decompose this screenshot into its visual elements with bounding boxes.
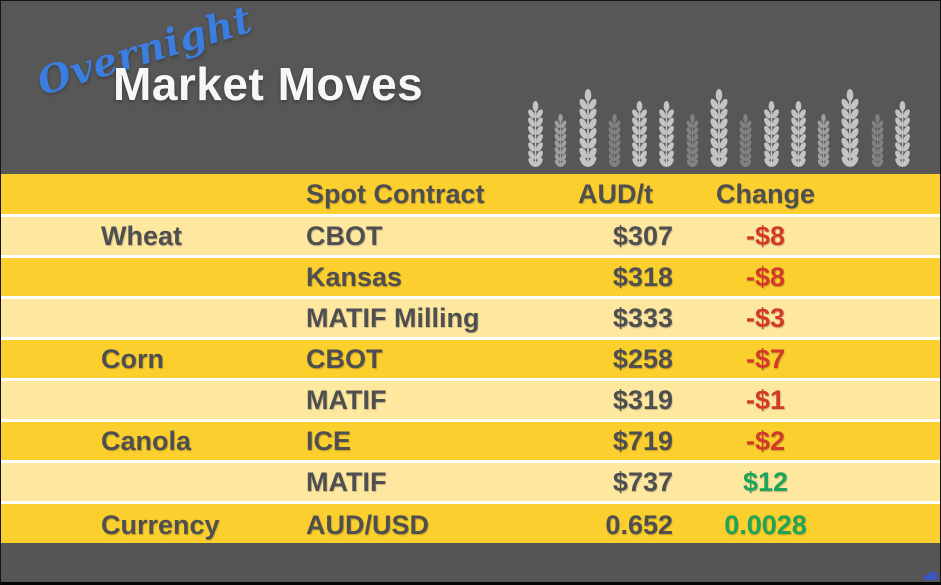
change-cell: -$8 xyxy=(745,261,786,292)
price-cell: $318 xyxy=(612,261,673,292)
table-row: Canola ICE $719 -$2 xyxy=(1,422,940,460)
wheat-icon xyxy=(553,114,568,167)
price-cell: $258 xyxy=(612,343,673,374)
table-row: Corn CBOT $258 -$7 xyxy=(1,340,940,378)
wheat-icon xyxy=(893,101,912,167)
commodity-cell: Canola xyxy=(101,425,192,456)
price-cell: $719 xyxy=(612,425,673,456)
column-header-audt: AUD/t xyxy=(578,178,653,209)
wheat-icon xyxy=(870,114,885,167)
wheat-icon xyxy=(607,114,622,167)
contract-cell: MATIF Milling xyxy=(306,302,480,333)
contract-cell: MATIF xyxy=(306,466,387,497)
commodity-cell: Wheat xyxy=(101,220,182,251)
table-row: Wheat CBOT $307 -$8 xyxy=(1,217,940,255)
price-cell: $307 xyxy=(612,220,673,251)
price-cell: $319 xyxy=(612,384,673,415)
header-band: Overnight Market Moves xyxy=(1,1,940,174)
contract-cell: AUD/USD xyxy=(306,510,430,540)
table-row: Currency AUD/USD 0.652 0.0028 xyxy=(1,504,940,547)
commodity-cell: Currency xyxy=(101,510,220,540)
wheat-icon xyxy=(630,101,649,167)
price-cell: $737 xyxy=(612,466,673,497)
price-cell: $333 xyxy=(612,302,673,333)
wheat-icon xyxy=(577,89,599,167)
wheat-icon xyxy=(789,101,808,167)
contract-cell: CBOT xyxy=(306,220,383,251)
market-table: Spot Contract AUD/t Change Wheat CBOT $307… xyxy=(1,174,940,547)
wheat-icon xyxy=(738,114,753,167)
wheat-icon xyxy=(816,114,831,167)
wheat-icon xyxy=(657,101,676,167)
table-body: Wheat CBOT $307 -$8 Kansas $318 -$8 MATIF Milli… xyxy=(1,217,940,547)
column-header-spot-contract: Spot Contract xyxy=(306,178,485,209)
change-cell: 0.0028 xyxy=(724,510,807,540)
table-row: MATIF Milling $333 -$3 xyxy=(1,299,940,337)
wheat-icon xyxy=(708,89,730,167)
logo-mark xyxy=(924,572,937,580)
contract-cell: CBOT xyxy=(306,343,383,374)
wheat-icon xyxy=(839,89,861,167)
commodity-cell: Corn xyxy=(101,343,164,374)
footer-band xyxy=(1,543,940,582)
change-cell: -$3 xyxy=(745,302,786,333)
change-cell: -$2 xyxy=(745,425,786,456)
table-header-row: Spot Contract AUD/t Change xyxy=(1,174,940,214)
contract-cell: Kansas xyxy=(306,261,403,292)
page-title: Market Moves xyxy=(113,58,424,110)
table-row: MATIF $319 -$1 xyxy=(1,381,940,419)
contract-cell: MATIF xyxy=(306,384,387,415)
wheat-icon xyxy=(685,114,700,167)
change-cell: -$1 xyxy=(745,384,786,415)
wheat-decoration xyxy=(526,89,912,167)
change-cell: -$8 xyxy=(745,220,786,251)
wheat-icon xyxy=(526,101,545,167)
contract-cell: ICE xyxy=(306,425,352,456)
price-cell: 0.652 xyxy=(605,510,673,540)
table-row: MATIF $737 $12 xyxy=(1,463,940,501)
wheat-icon xyxy=(762,101,781,167)
change-cell: $12 xyxy=(742,466,789,497)
column-header-change: Change xyxy=(715,178,815,209)
table-row: Kansas $318 -$8 xyxy=(1,258,940,296)
change-cell: -$7 xyxy=(745,343,786,374)
